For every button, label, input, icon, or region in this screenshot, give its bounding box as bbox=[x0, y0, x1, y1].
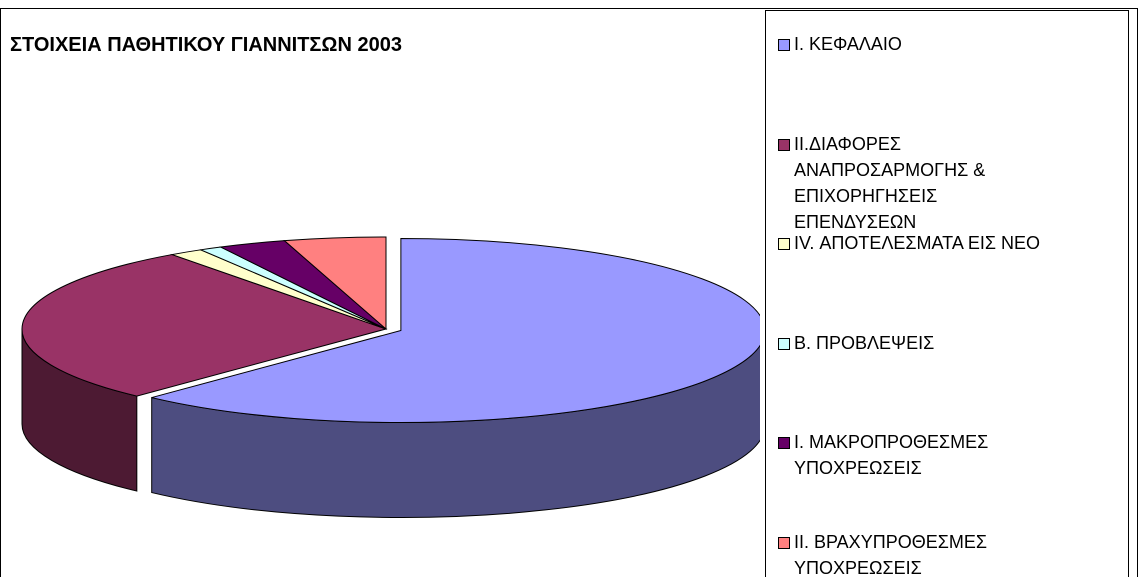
legend-swatch bbox=[778, 39, 790, 51]
legend-label: IV. ΑΠΟΤΕΛΕΣΜΑΤΑ ΕΙΣ ΝΕΟ bbox=[794, 233, 1040, 253]
pie-slice bbox=[151, 237, 760, 423]
legend-swatch bbox=[778, 536, 790, 549]
chart-title: ΣΤΟΙΧΕΙΑ ΠΑΘΗΤΙΚΟΥ ΓΙΑΝΝΙΤΣΩΝ 2003 bbox=[10, 34, 402, 56]
chart-frame bbox=[0, 8, 1138, 577]
legend-label: Ι. ΜΑΚΡΟΠΡΟΘΕΣΜΕΣ ΥΠΟΧΡΕΩΣΕΙΣ bbox=[794, 432, 989, 478]
legend-label: Β. ΠΡΟΒΛΕΨΕΙΣ bbox=[794, 332, 935, 353]
legend-swatch bbox=[778, 337, 790, 350]
legend-swatch bbox=[778, 238, 790, 250]
legend-label: ΙΙ.ΔΙΑΦΟΡΕΣ ΑΝΑΠΡΟΣΑΡΜΟΓΗΣ & ΕΠΙΧΟΡΗΓΗΣΕ… bbox=[794, 133, 986, 232]
pie-area bbox=[21, 236, 760, 518]
pie-slice bbox=[21, 254, 388, 397]
legend: Ι. ΚΕΦΑΛΑΙΟ ΙΙ.ΔΙΑΦΟΡΕΣ ΑΝΑΠΡΟΣΑΡΜΟΓΗΣ & … bbox=[765, 10, 1129, 577]
pie-slice bbox=[283, 236, 387, 331]
legend-swatch bbox=[778, 138, 790, 151]
legend-label: ΙΙ. ΒΡΑΧΥΠΡΟΘΕΣΜΕΣ ΥΠΟΧΡΕΩΣΕΙΣ bbox=[794, 531, 987, 577]
legend-swatch bbox=[778, 437, 790, 449]
legend-label: Ι. ΚΕΦΑΛΑΙΟ bbox=[794, 34, 902, 54]
